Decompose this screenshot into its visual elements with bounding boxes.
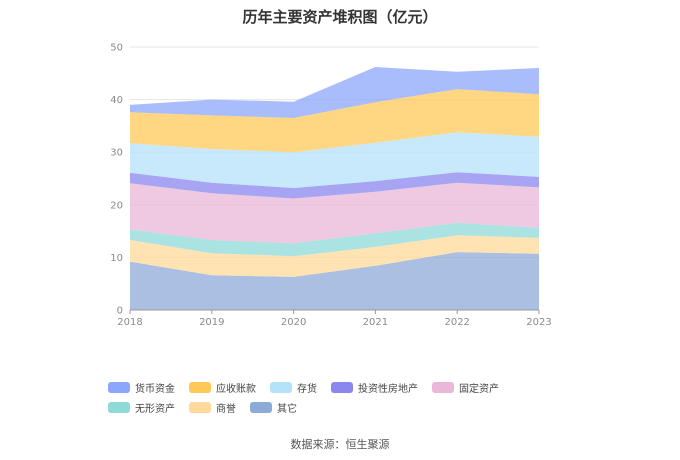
x-tick-label: 2019 [199,317,224,328]
legend-swatch [189,401,211,413]
area-series-固定资产 [130,182,539,244]
area-series-投资性房地产 [130,172,539,199]
chart-legend: 货币资金 应收账款 存货 投资性房地产 固定资产无形资产 商誉 其它 [108,380,588,420]
area-series-其它 [130,252,539,310]
area-series-存货 [130,132,539,188]
y-tick-label: 20 [110,200,123,211]
y-tick-label: 10 [110,253,123,264]
legend-swatch [270,381,292,393]
legend-swatch [108,381,130,393]
legend-item[interactable]: 存货 [270,380,317,395]
chart-title: 历年主要资产堆积图（亿元） [242,8,438,26]
legend-swatch [331,381,353,393]
legend-item[interactable]: 投资性房地产 [331,380,418,395]
legend-item[interactable]: 商誉 [189,400,236,415]
legend-label: 商誉 [216,403,236,415]
legend-swatch [189,381,211,393]
area-series-货币资金 [130,67,539,118]
area-series-应收账款 [130,89,539,153]
legend-item[interactable]: 应收账款 [189,380,256,395]
legend-item[interactable]: 固定资产 [432,380,499,395]
legend-item[interactable]: 其它 [250,400,297,415]
x-tick-label: 2018 [117,317,142,328]
y-tick-label: 30 [110,148,123,159]
x-tick-label: 2023 [526,317,551,328]
area-series-商誉 [130,235,539,277]
legend-swatch [108,401,130,413]
legend-label: 存货 [297,383,317,395]
legend-label: 投资性房地产 [358,383,418,395]
legend-swatch [432,381,454,393]
area-series-无形资产 [130,222,539,257]
legend-label: 固定资产 [459,383,499,395]
legend-item[interactable]: 无形资产 [108,400,175,415]
legend-label: 无形资产 [135,403,175,415]
y-tick-label: 50 [110,43,123,54]
x-tick-label: 2022 [444,317,469,328]
x-tick-label: 2020 [281,317,306,328]
x-tick-label: 2021 [363,317,388,328]
y-tick-label: 40 [110,95,123,106]
legend-label: 应收账款 [216,383,256,395]
legend-label: 货币资金 [135,383,175,395]
legend-swatch [250,401,272,413]
legend-item[interactable]: 货币资金 [108,380,175,395]
y-tick-label: 0 [117,306,123,317]
legend-label: 其它 [277,403,297,415]
data-source-note: 数据来源：恒生聚源 [290,438,390,451]
chart-plot: 0 10 20 30 40 50 2018 2019 2020 2021 2022 2023 [110,43,551,329]
